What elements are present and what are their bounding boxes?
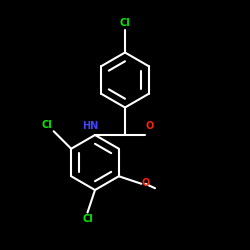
Text: O: O — [146, 121, 154, 131]
Text: HN: HN — [82, 121, 99, 131]
Text: Cl: Cl — [42, 120, 52, 130]
Text: O: O — [142, 178, 150, 188]
Text: Cl: Cl — [82, 214, 93, 224]
Text: Cl: Cl — [120, 18, 130, 28]
